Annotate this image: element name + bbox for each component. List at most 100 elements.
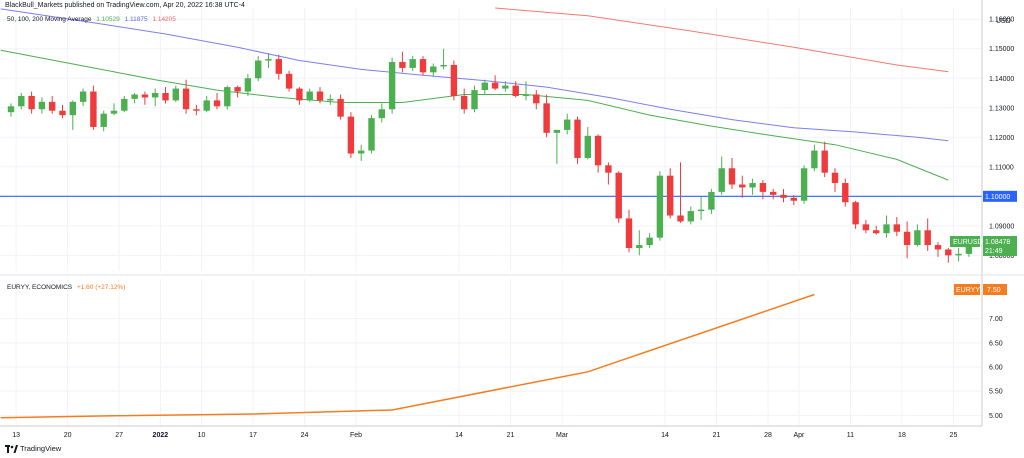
- eury-line: [0, 293, 815, 419]
- candle-body: [522, 94, 530, 96]
- candle-body: [790, 197, 797, 201]
- candle-body: [502, 85, 509, 89]
- candle-body: [687, 211, 694, 222]
- candle-body: [574, 119, 581, 158]
- candle-body: [358, 150, 365, 154]
- candle-body: [213, 100, 221, 107]
- price-tick-label: 1.11000: [989, 164, 1014, 171]
- candle-body: [543, 103, 550, 133]
- eurusd-price-box: [983, 236, 1017, 256]
- candle-body: [697, 209, 705, 212]
- eurusd-countdown-label: 21:49: [985, 248, 1003, 255]
- candle-body: [450, 64, 458, 96]
- price-tick-label: 1.12000: [989, 135, 1014, 142]
- candle-body: [430, 66, 437, 73]
- candle-body: [399, 62, 406, 68]
- time-tick-label: 25: [950, 432, 958, 439]
- candle-body: [934, 245, 942, 250]
- price-tick-label: 1.14000: [989, 76, 1014, 83]
- candle-body: [440, 64, 447, 67]
- eury-legend[interactable]: EURYY, ECONOMICS +1.60 (+27.12%): [7, 284, 125, 291]
- candle-body: [378, 109, 385, 119]
- candle-body: [481, 82, 488, 91]
- candle-body: [18, 95, 25, 107]
- candle-body: [172, 88, 179, 101]
- candle-body: [615, 172, 622, 219]
- axes: 1.16000 1.15000 1.14000 1.13000 1.12000 1.110…: [0, 0, 1024, 439]
- candle-body: [945, 249, 952, 256]
- candle-body: [285, 73, 293, 89]
- candle-body: [667, 175, 674, 216]
- candle-body: [718, 168, 725, 192]
- eurusd-symbol-label: EURUSD: [953, 239, 983, 246]
- candle-body: [564, 119, 571, 130]
- candle-body: [955, 253, 962, 256]
- candle-body: [852, 202, 859, 225]
- candle-body: [728, 168, 736, 185]
- candle-body: [461, 95, 468, 110]
- candle-body: [265, 59, 272, 61]
- candle-body: [656, 175, 664, 238]
- candle-body: [605, 165, 612, 173]
- support-line-price-box: [983, 190, 1017, 202]
- candle-body: [234, 87, 241, 92]
- candle-body: [7, 106, 15, 113]
- candle-body: [28, 95, 35, 110]
- eury-line-group: [0, 293, 815, 419]
- eurusd-symbol-box: [950, 236, 980, 247]
- ma-line-100: [0, 8, 949, 142]
- candle-body: [893, 224, 900, 232]
- ma-legend[interactable]: 50, 100, 200 Moving Average 1.10529 1.11…: [7, 16, 176, 23]
- candle-body: [636, 245, 643, 248]
- time-tick-label: 18: [898, 432, 906, 439]
- candle-body: [152, 93, 159, 98]
- candle-body: [306, 91, 313, 101]
- candle-body: [471, 90, 478, 110]
- candle-body: [883, 224, 890, 234]
- brand-name: TradingView: [19, 444, 62, 453]
- time-tick-label: 24: [301, 432, 309, 439]
- candle-body: [100, 113, 107, 127]
- eury-tick-label: 5.50: [989, 389, 1003, 396]
- time-tick-label: 21: [507, 432, 515, 439]
- candle-body: [38, 101, 46, 110]
- candle-body: [131, 94, 138, 99]
- candle-body: [677, 215, 684, 222]
- candle-body: [873, 230, 880, 234]
- time-tick-label: 28: [764, 432, 772, 439]
- candle-body: [224, 87, 231, 107]
- main-grid: [0, 8, 982, 426]
- time-tick-label: 17: [249, 432, 257, 439]
- candle-body: [162, 93, 169, 101]
- ma-value-200: 1.14205: [152, 16, 176, 23]
- eury-tick-label: 6.50: [989, 340, 1003, 347]
- candle-body: [749, 183, 756, 188]
- eury-value-label: 7.50: [987, 287, 1001, 294]
- eury-tick-label: 7.00: [989, 316, 1003, 323]
- candle-body: [316, 91, 324, 101]
- candle-body: [759, 183, 767, 192]
- time-tick-label: 11: [847, 432, 854, 439]
- candle-body: [203, 100, 210, 111]
- candle-body: [646, 237, 653, 246]
- candle-body: [780, 194, 787, 198]
- candle-body: [491, 82, 499, 89]
- candle-body: [110, 110, 118, 114]
- eury-symbol-label: EURYY: [956, 287, 980, 294]
- price-tick-label: 1.09000: [989, 223, 1014, 230]
- candle-body: [739, 184, 746, 188]
- tradingview-brand[interactable]: TradingView: [5, 444, 62, 454]
- candle-body: [409, 59, 416, 68]
- candle-body: [296, 88, 303, 101]
- time-tick-label: 27: [115, 432, 123, 439]
- eury-legend-label: EURYY, ECONOMICS: [7, 284, 73, 291]
- candle-body: [965, 241, 973, 254]
- price-tick-label: 1.16000: [989, 17, 1014, 24]
- eury-legend-change: +1.60 (+27.12%): [76, 284, 126, 291]
- candle-body: [903, 231, 911, 246]
- candlesticks: [7, 48, 973, 263]
- ma-value-100: 1.11875: [124, 16, 148, 23]
- candle-body: [914, 230, 921, 246]
- candle-body: [584, 135, 591, 158]
